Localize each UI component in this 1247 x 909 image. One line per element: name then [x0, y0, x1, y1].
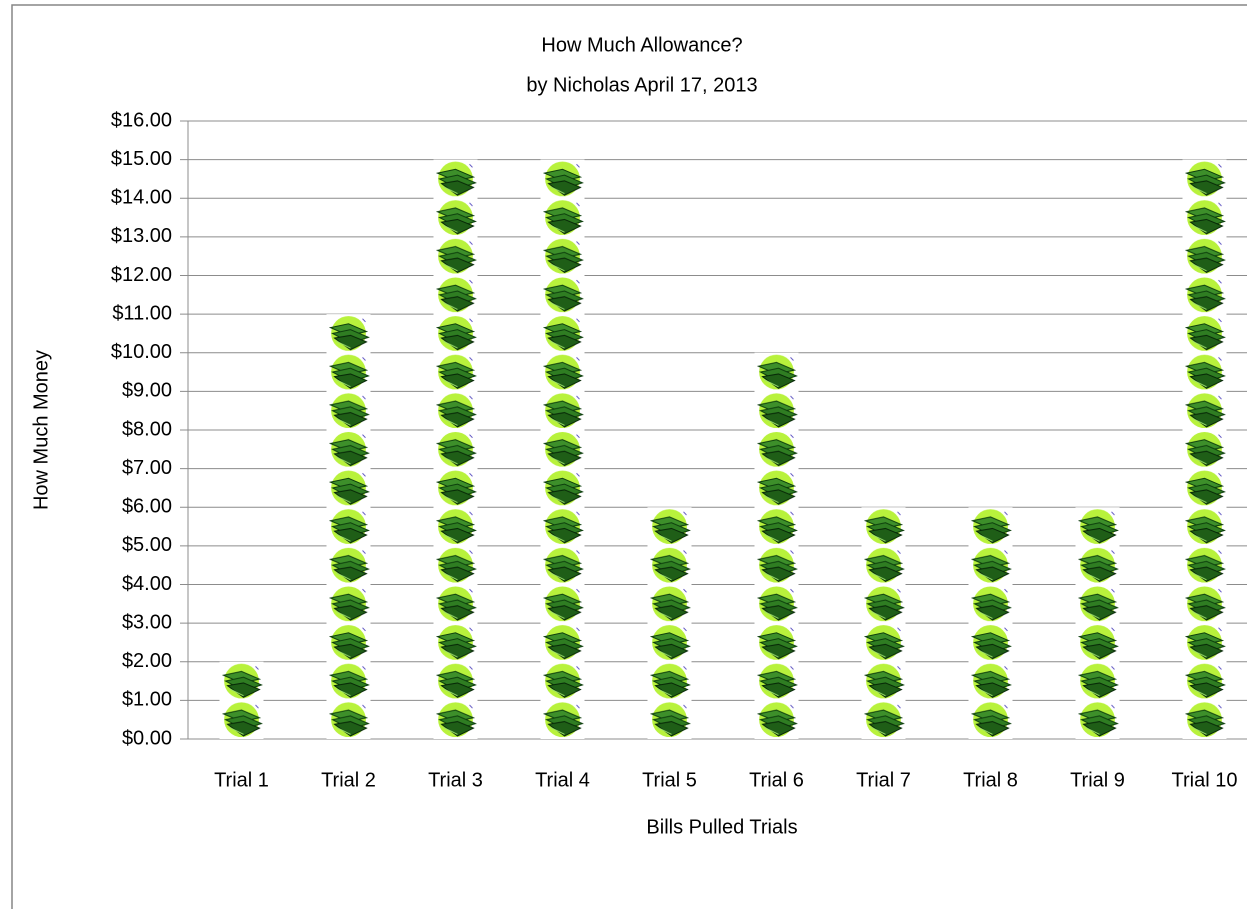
y-axis-label: How Much Money [30, 350, 52, 510]
y-tick-label: $8.00 [122, 418, 172, 440]
chart-title: How Much Allowance? [541, 34, 742, 56]
y-tick-label: $6.00 [122, 496, 172, 518]
y-tick-label: $0.00 [122, 727, 172, 749]
y-tick-label: $5.00 [122, 534, 172, 556]
page: {"chart_data": {"type": "pictograph", "t… [0, 0, 1247, 909]
y-tick-label: $13.00 [111, 225, 172, 247]
chart-frame [12, 5, 1247, 909]
x-tick-label: Trial 9 [1070, 769, 1125, 791]
y-tick-label: $12.00 [111, 264, 172, 286]
y-tick-label: $11.00 [112, 302, 172, 324]
bar [541, 160, 585, 739]
y-tick-label: $7.00 [122, 457, 172, 479]
x-tick-label: Trial 1 [214, 769, 269, 791]
bar [327, 314, 371, 739]
y-tick-label: $10.00 [111, 341, 172, 363]
y-tick-label: $4.00 [122, 573, 172, 595]
bar [648, 507, 692, 739]
x-tick-label: Trial 6 [749, 769, 804, 791]
y-tick-label: $1.00 [122, 689, 172, 711]
y-tick-label: $15.00 [111, 148, 172, 170]
y-tick-label: $2.00 [122, 650, 172, 672]
y-tick-label: $16.00 [111, 109, 172, 131]
bar [969, 507, 1013, 739]
x-tick-label: Trial 10 [1172, 769, 1238, 791]
chart: How Much Allowance? by Nicholas April 17… [0, 0, 1247, 909]
x-tick-label: Trial 4 [535, 769, 590, 791]
x-tick-label: Trial 3 [428, 769, 483, 791]
y-tick-label: $9.00 [122, 380, 172, 402]
x-tick-label: Trial 7 [856, 769, 911, 791]
x-tick-label: Trial 5 [642, 769, 697, 791]
x-tick-label: Trial 2 [321, 769, 376, 791]
x-tick-label: Trial 8 [963, 769, 1018, 791]
bar [1076, 507, 1120, 739]
bar [220, 662, 264, 739]
x-axis-label: Bills Pulled Trials [646, 816, 797, 838]
bar [1183, 160, 1227, 739]
y-tick-label: $14.00 [111, 187, 172, 209]
bar [862, 507, 906, 739]
chart-subtitle: by Nicholas April 17, 2013 [526, 74, 757, 96]
bar [434, 160, 478, 739]
bar [755, 353, 799, 739]
y-tick-label: $3.00 [122, 611, 172, 633]
